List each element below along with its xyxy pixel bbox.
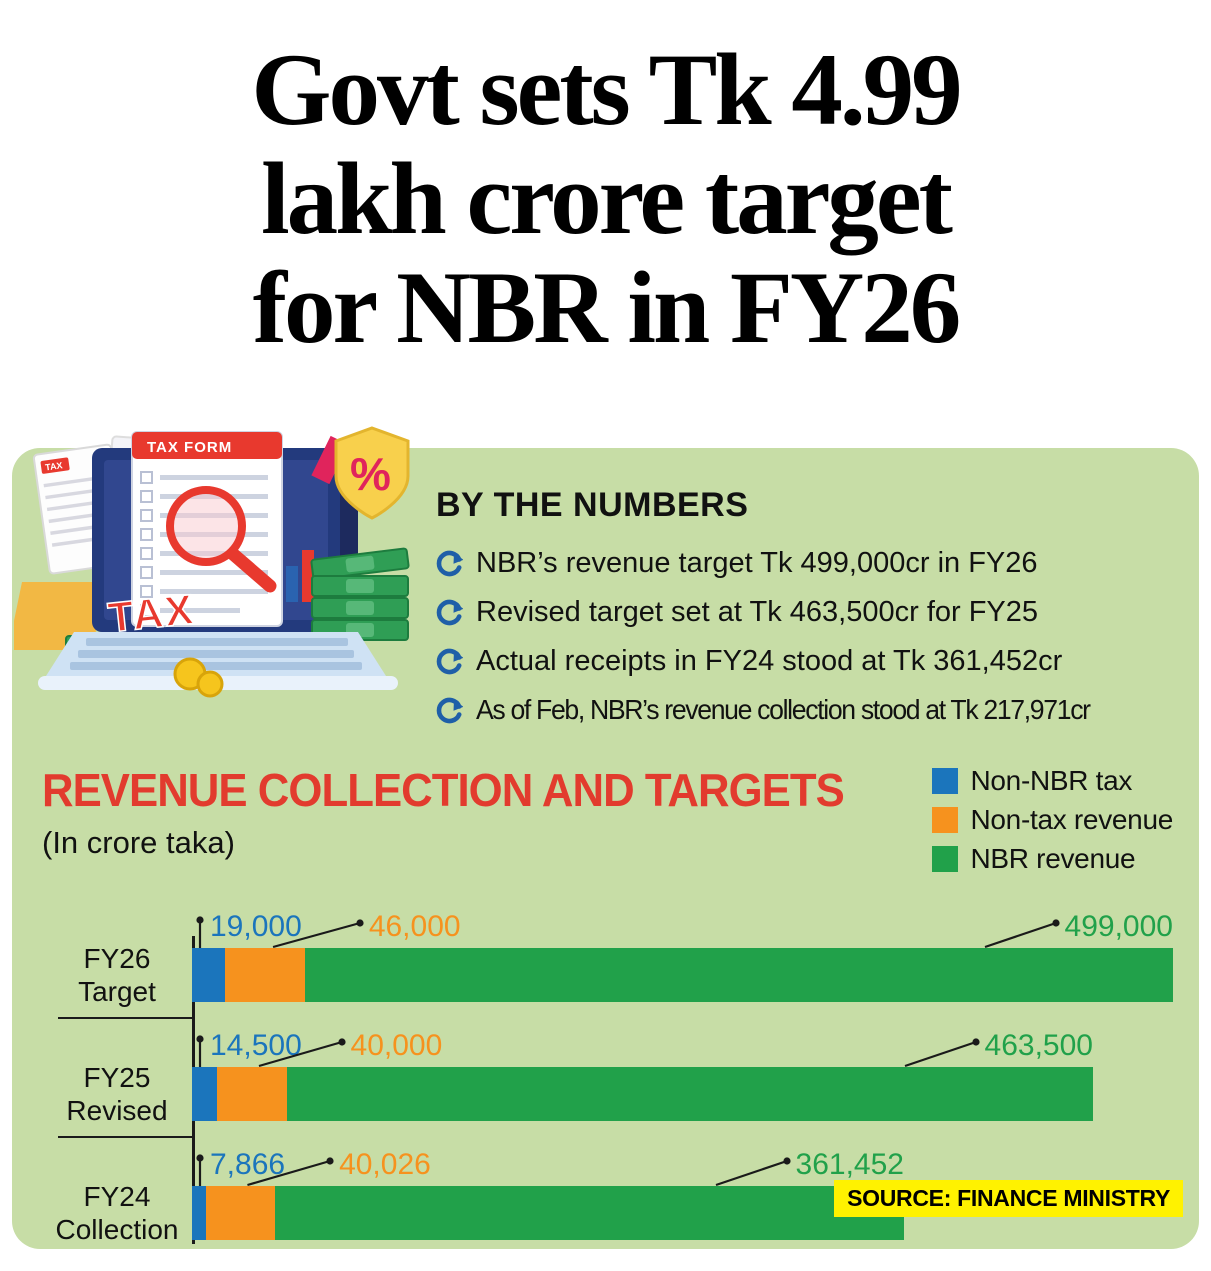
percent-label: % [350, 448, 391, 500]
chart-row-fy25: FY25 Revised 14,500 40,000 463,500 [42, 1017, 1173, 1127]
row-label-line: FY25 [83, 1062, 151, 1094]
value-label-non-nbr-tax: 7,866 [210, 1148, 286, 1182]
legend-swatch-green [932, 846, 959, 872]
legend-item-non-nbr-tax: Non-NBR tax [932, 765, 1173, 797]
row-label-line: Collection [55, 1214, 179, 1246]
row-plot: 19,000 46,000 499,000 [192, 908, 1173, 1002]
headline-line-3: for NBR in FY26 [252, 251, 962, 366]
infographic-panel: TAX [8, 426, 1199, 1249]
bar-segment-nbr-revenue [275, 1186, 904, 1241]
circular-arrow-icon [436, 599, 464, 626]
tax-illustration-svg: TAX [8, 426, 410, 698]
bullet-item: Revised target set at Tk 463,500cr for F… [436, 596, 1185, 629]
row-label-line: FY24 [83, 1181, 151, 1213]
circular-arrow-icon [436, 697, 464, 724]
legend-item-nbr-revenue: NBR revenue [932, 843, 1173, 875]
row-label-line: Revised [66, 1095, 168, 1127]
tax-form-title: TAX FORM [147, 439, 232, 456]
legend-swatch-orange [932, 807, 959, 833]
row-plot: 7,866 40,026 361,452 [192, 1146, 1173, 1241]
chart-title-block: REVENUE COLLECTION AND TARGETS (In crore… [42, 763, 886, 861]
headline: Govt sets Tk 4.99 lakh crore target for … [0, 0, 1211, 364]
circular-arrow-icon [436, 648, 464, 675]
chart-rows: FY26 Target 19,000 46,000 499,000 [42, 908, 1173, 1246]
bullet-item: NBR’s revenue target Tk 499,000cr in FY2… [436, 547, 1185, 580]
bullet-text: Revised target set at Tk 463,500cr for F… [476, 596, 1039, 628]
bar-segment-non-nbr-tax [192, 1186, 206, 1241]
row-label-line: Target [78, 976, 156, 1008]
row-divider [58, 1136, 192, 1139]
value-label-nbr-revenue: 463,500 [984, 1029, 1093, 1063]
chart-header: REVENUE COLLECTION AND TARGETS (In crore… [42, 763, 1173, 882]
bar-segment-nbr-revenue [286, 1067, 1093, 1122]
value-label-non-tax-revenue: 46,000 [368, 910, 461, 943]
value-label-non-tax-revenue: 40,026 [339, 1148, 431, 1182]
stacked-bar-fy24 [192, 1186, 1173, 1241]
stacked-bar-fy26 [192, 948, 1173, 1002]
by-the-numbers-heading: BY THE NUMBERS [436, 486, 749, 524]
bar-segment-nbr-revenue [305, 948, 1173, 1002]
bullet-text: As of Feb, NBR’s revenue collection stoo… [476, 694, 1091, 725]
chart-subtitle: (In crore taka) [42, 825, 235, 860]
tax-illustration: TAX [8, 424, 434, 754]
headline-line-2: lakh crore target [261, 142, 953, 257]
bullet-text: NBR’s revenue target Tk 499,000cr in FY2… [476, 547, 1038, 579]
row-label-fy26: FY26 Target [42, 908, 192, 1008]
magnifier-icon [166, 486, 277, 593]
value-label-non-tax-revenue: 40,000 [350, 1029, 443, 1063]
legend-label: Non-tax revenue [970, 804, 1173, 835]
circular-arrow-icon [436, 550, 464, 577]
stacked-bar-fy25 [192, 1067, 1173, 1122]
bar-segment-non-tax-revenue [225, 948, 306, 1002]
legend-label: Non-NBR tax [970, 765, 1133, 796]
row-label-fy24: FY24 Collection [42, 1146, 192, 1246]
bar-segment-non-nbr-tax [192, 1067, 218, 1122]
source-label: SOURCE: FINANCE MINISTRY [834, 1180, 1183, 1217]
money-stack-icon [310, 547, 410, 641]
bullet-item: As of Feb, NBR’s revenue collection stoo… [436, 694, 1185, 726]
row-divider [58, 1017, 192, 1020]
doc-tax-label: TAX [45, 460, 64, 472]
by-the-numbers-section: BY THE NUMBERS NBR’s revenue target Tk 4… [436, 486, 1185, 742]
row-label-fy25: FY25 Revised [42, 1027, 192, 1127]
headline-line-1: Govt sets Tk 4.99 [251, 33, 962, 147]
row-plot: 14,500 40,000 463,500 [192, 1027, 1173, 1122]
legend-label: NBR revenue [970, 843, 1136, 874]
chart-row-fy24: FY24 Collection 7,866 40,026 361,452 [42, 1136, 1173, 1246]
revenue-chart: REVENUE COLLECTION AND TARGETS (In crore… [42, 763, 1173, 1246]
value-label-non-nbr-tax: 19,000 [210, 910, 302, 943]
bullet-item: Actual receipts in FY24 stood at Tk 361,… [436, 645, 1185, 678]
value-label-nbr-revenue: 361,452 [795, 1148, 904, 1182]
legend: Non-NBR tax Non-tax revenue NBR revenue [932, 763, 1173, 882]
coins-icon [173, 657, 224, 698]
chart-title: REVENUE COLLECTION AND TARGETS [42, 764, 845, 816]
chart-row-fy26: FY26 Target 19,000 46,000 499,000 [42, 908, 1173, 1008]
row-label-line: FY26 [83, 943, 151, 974]
bar-segment-non-tax-revenue [217, 1067, 287, 1122]
bullet-text: Actual receipts in FY24 stood at Tk 361,… [476, 645, 1063, 677]
value-label-non-nbr-tax: 14,500 [210, 1029, 302, 1063]
legend-swatch-blue [932, 768, 959, 794]
bar-segment-non-nbr-tax [192, 948, 226, 1002]
shield-percent-icon: % [311, 426, 410, 520]
bar-segment-non-tax-revenue [205, 1186, 276, 1241]
legend-item-non-tax-revenue: Non-tax revenue [932, 804, 1173, 836]
value-label-nbr-revenue: 499,000 [1064, 910, 1173, 943]
